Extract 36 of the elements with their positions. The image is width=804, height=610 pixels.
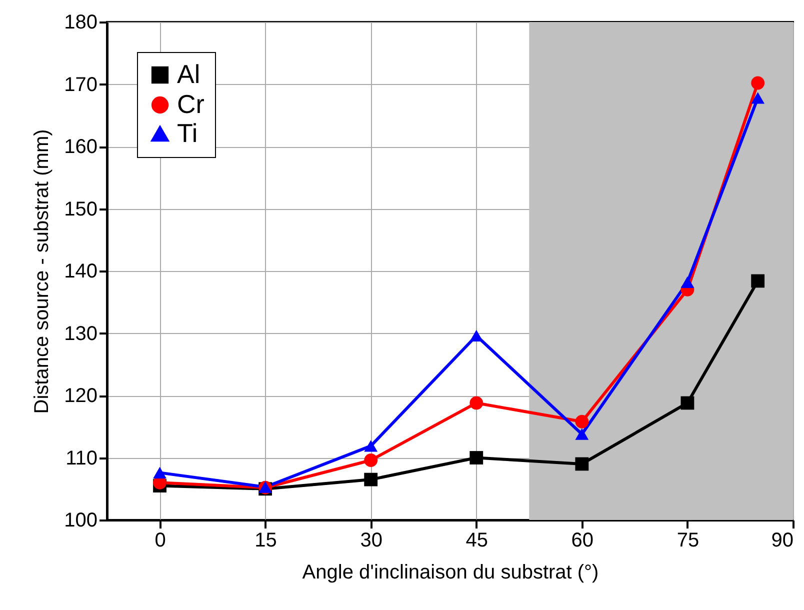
y-axis-title: Distance source - substrat (mm) <box>31 129 54 414</box>
point <box>470 396 484 410</box>
point <box>470 330 484 342</box>
y-tick-label: 140 <box>64 260 98 282</box>
y-tick-label: 160 <box>64 136 98 158</box>
point <box>364 454 378 467</box>
y-tick-label: 130 <box>64 322 98 345</box>
x-tick-label: 60 <box>571 530 594 552</box>
x-tick-label: 45 <box>466 530 488 552</box>
point <box>364 472 378 486</box>
y-tick-label: 170 <box>64 74 98 96</box>
x-axis-title: Angle d'inclinaison du substrat (°) <box>302 562 599 584</box>
x-tick-label: 0 <box>154 530 166 552</box>
y-tick-label: 120 <box>64 385 98 407</box>
point <box>575 414 589 428</box>
x-tick-label: 75 <box>676 530 700 552</box>
x-tick-label: 15 <box>254 530 277 552</box>
point <box>575 457 589 471</box>
y-tick-label: 150 <box>64 198 98 220</box>
point <box>751 274 765 288</box>
y-tick-label: 100 <box>64 510 98 532</box>
point <box>364 440 378 452</box>
point <box>751 92 765 104</box>
point <box>470 451 484 464</box>
legend-label: Ti <box>177 118 198 148</box>
point <box>751 76 765 90</box>
legend-label: Al <box>177 59 200 89</box>
x-tick-label: 90 <box>771 530 794 552</box>
point <box>680 396 694 410</box>
point <box>575 428 589 440</box>
point <box>153 466 166 478</box>
x-tick-label: 30 <box>360 530 382 552</box>
y-tick-label: 180 <box>64 12 98 34</box>
point <box>680 276 694 288</box>
legend-label: Cr <box>177 89 205 119</box>
y-tick-label: 110 <box>66 447 98 470</box>
